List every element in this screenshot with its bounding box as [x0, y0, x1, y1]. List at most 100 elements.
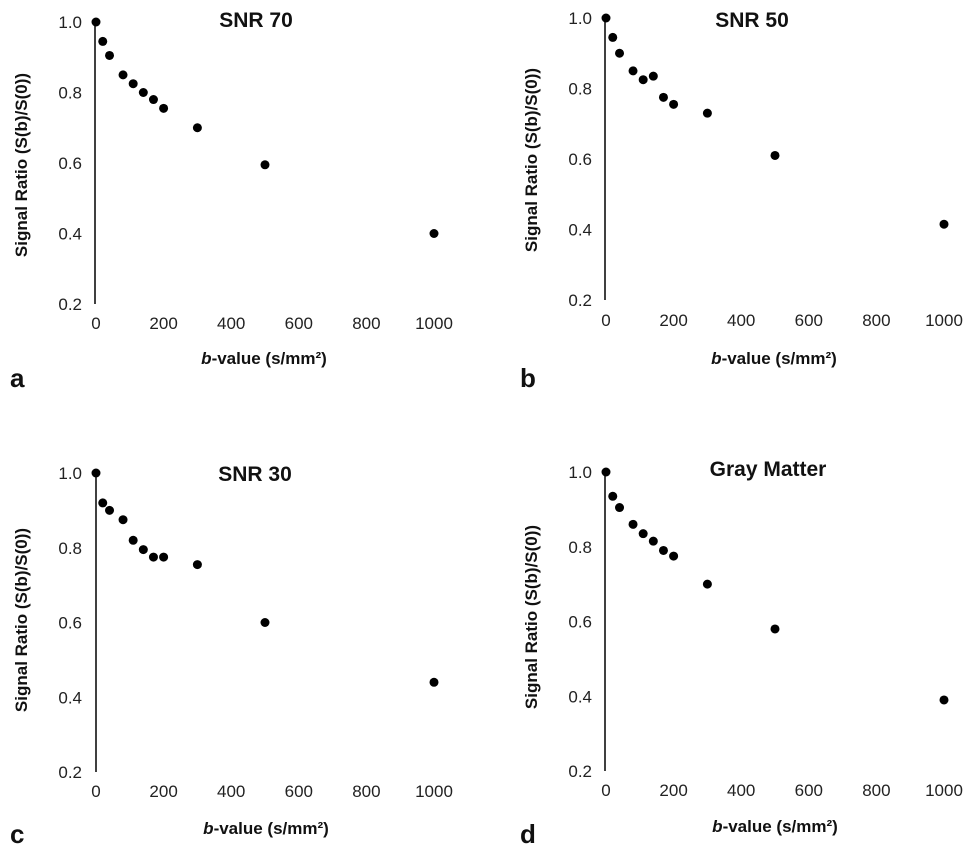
y-tick-label: 1.0 [58, 464, 82, 483]
data-point [105, 505, 115, 515]
x-tick-label: 800 [862, 311, 890, 330]
y-tick-label: 0.6 [568, 150, 592, 169]
data-point [648, 536, 658, 546]
x-tick-label: 200 [149, 314, 177, 333]
x-tick-label: 600 [285, 314, 313, 333]
panel-c: Signal Ratio (S(b)/S(0)) 0.2 0.4 0.6 0.8 1.0… [10, 463, 453, 849]
y-tick-label: 0.2 [568, 291, 592, 310]
y-tick-label: 0.8 [58, 539, 82, 558]
data-point [648, 71, 658, 81]
y-tick-label: 0.2 [58, 763, 82, 782]
chart-title: SNR 50 [715, 9, 789, 32]
data-point [601, 467, 611, 477]
data-point [669, 551, 679, 561]
data-point [658, 545, 668, 555]
data-point [148, 95, 158, 105]
data-point [669, 99, 679, 109]
x-tick-label: 400 [217, 314, 245, 333]
data-point [98, 498, 108, 508]
panel-a: Signal Ratio (S(b)/S(0)) 0.2 0.4 0.6 0.8 1.0… [10, 9, 453, 393]
data-point [638, 75, 648, 85]
y-tick-label: 0.6 [58, 614, 82, 633]
data-point [770, 624, 780, 634]
y-tick-label: 1.0 [568, 9, 592, 28]
y-tick-label: 0.4 [568, 221, 592, 240]
panel-letter: a [10, 363, 25, 393]
data-point [939, 219, 949, 229]
data-point [138, 545, 148, 555]
x-tick-labels: 0 200 400 600 800 1000 [601, 311, 963, 330]
data-point [192, 560, 202, 570]
data-point [148, 552, 158, 562]
panel-letter: c [10, 819, 24, 849]
x-tick-labels: 0 200 400 600 800 1000 [91, 314, 453, 333]
y-tick-label: 0.2 [58, 295, 82, 314]
y-tick-label: 0.4 [58, 225, 82, 244]
y-tick-labels: 0.2 0.4 0.6 0.8 1.0 [568, 9, 592, 310]
x-tick-label: 0 [601, 781, 610, 800]
data-point [658, 92, 668, 102]
panel-letter: d [520, 819, 536, 849]
y-tick-label: 0.6 [58, 154, 82, 173]
x-tick-label: 0 [601, 311, 610, 330]
data-point [105, 50, 115, 60]
x-tick-label: 800 [352, 314, 380, 333]
x-tick-label: 600 [795, 781, 823, 800]
y-tick-labels: 0.2 0.4 0.6 0.8 1.0 [58, 464, 82, 782]
x-tick-label: 600 [285, 782, 313, 801]
data-point [601, 13, 611, 23]
panel-d: Signal Ratio (S(b)/S(0)) 0.2 0.4 0.6 0.8 1.0… [520, 458, 963, 849]
x-axis-label: b-value (s/mm²) [712, 817, 838, 836]
data-point [128, 535, 138, 545]
x-tick-label: 600 [795, 311, 823, 330]
data-point [128, 79, 138, 89]
y-tick-labels: 0.2 0.4 0.6 0.8 1.0 [58, 13, 82, 314]
data-point [159, 552, 169, 562]
y-tick-labels: 0.2 0.4 0.6 0.8 1.0 [568, 463, 592, 781]
y-axis-label: Signal Ratio (S(b)/S(0)) [12, 528, 31, 712]
data-point [91, 17, 101, 27]
y-tick-label: 0.4 [568, 687, 592, 706]
data-point [260, 618, 270, 627]
y-tick-label: 0.8 [568, 80, 592, 99]
y-tick-label: 0.2 [568, 762, 592, 781]
data-point [118, 70, 128, 80]
x-tick-label: 200 [659, 311, 687, 330]
x-tick-label: 400 [727, 781, 755, 800]
data-point [628, 66, 638, 76]
data-point [608, 491, 618, 501]
x-tick-labels: 0 200 400 600 800 1000 [601, 781, 963, 800]
data-point [770, 150, 780, 160]
data-point [702, 108, 712, 118]
y-axis-label: Signal Ratio (S(b)/S(0)) [12, 73, 31, 257]
panel-letter: b [520, 363, 536, 393]
chart-title: SNR 30 [218, 463, 292, 486]
x-axis-label: b-value (s/mm²) [711, 349, 837, 368]
data-point [159, 103, 169, 113]
x-axis-label: b-value (s/mm²) [201, 349, 327, 368]
x-tick-label: 200 [149, 782, 177, 801]
x-tick-label: 400 [727, 311, 755, 330]
data-points [91, 468, 439, 687]
data-point [260, 160, 270, 170]
data-point [429, 677, 439, 687]
y-tick-label: 1.0 [58, 13, 82, 32]
x-tick-label: 800 [862, 781, 890, 800]
data-point [628, 519, 638, 529]
data-point [615, 48, 625, 58]
x-tick-label: 1000 [925, 311, 963, 330]
panel-b: Signal Ratio (S(b)/S(0)) 0.2 0.4 0.6 0.8 1.0… [520, 9, 963, 393]
y-tick-label: 0.4 [58, 688, 82, 707]
data-point [192, 123, 202, 133]
x-tick-label: 0 [91, 314, 100, 333]
x-tick-label: 200 [659, 781, 687, 800]
x-tick-label: 0 [91, 782, 100, 801]
y-tick-label: 0.6 [568, 613, 592, 632]
x-tick-label: 400 [217, 782, 245, 801]
y-axis-label: Signal Ratio (S(b)/S(0)) [522, 525, 541, 709]
data-point [608, 32, 618, 42]
data-point [138, 88, 148, 97]
y-tick-label: 1.0 [568, 463, 592, 482]
y-tick-label: 0.8 [58, 84, 82, 103]
